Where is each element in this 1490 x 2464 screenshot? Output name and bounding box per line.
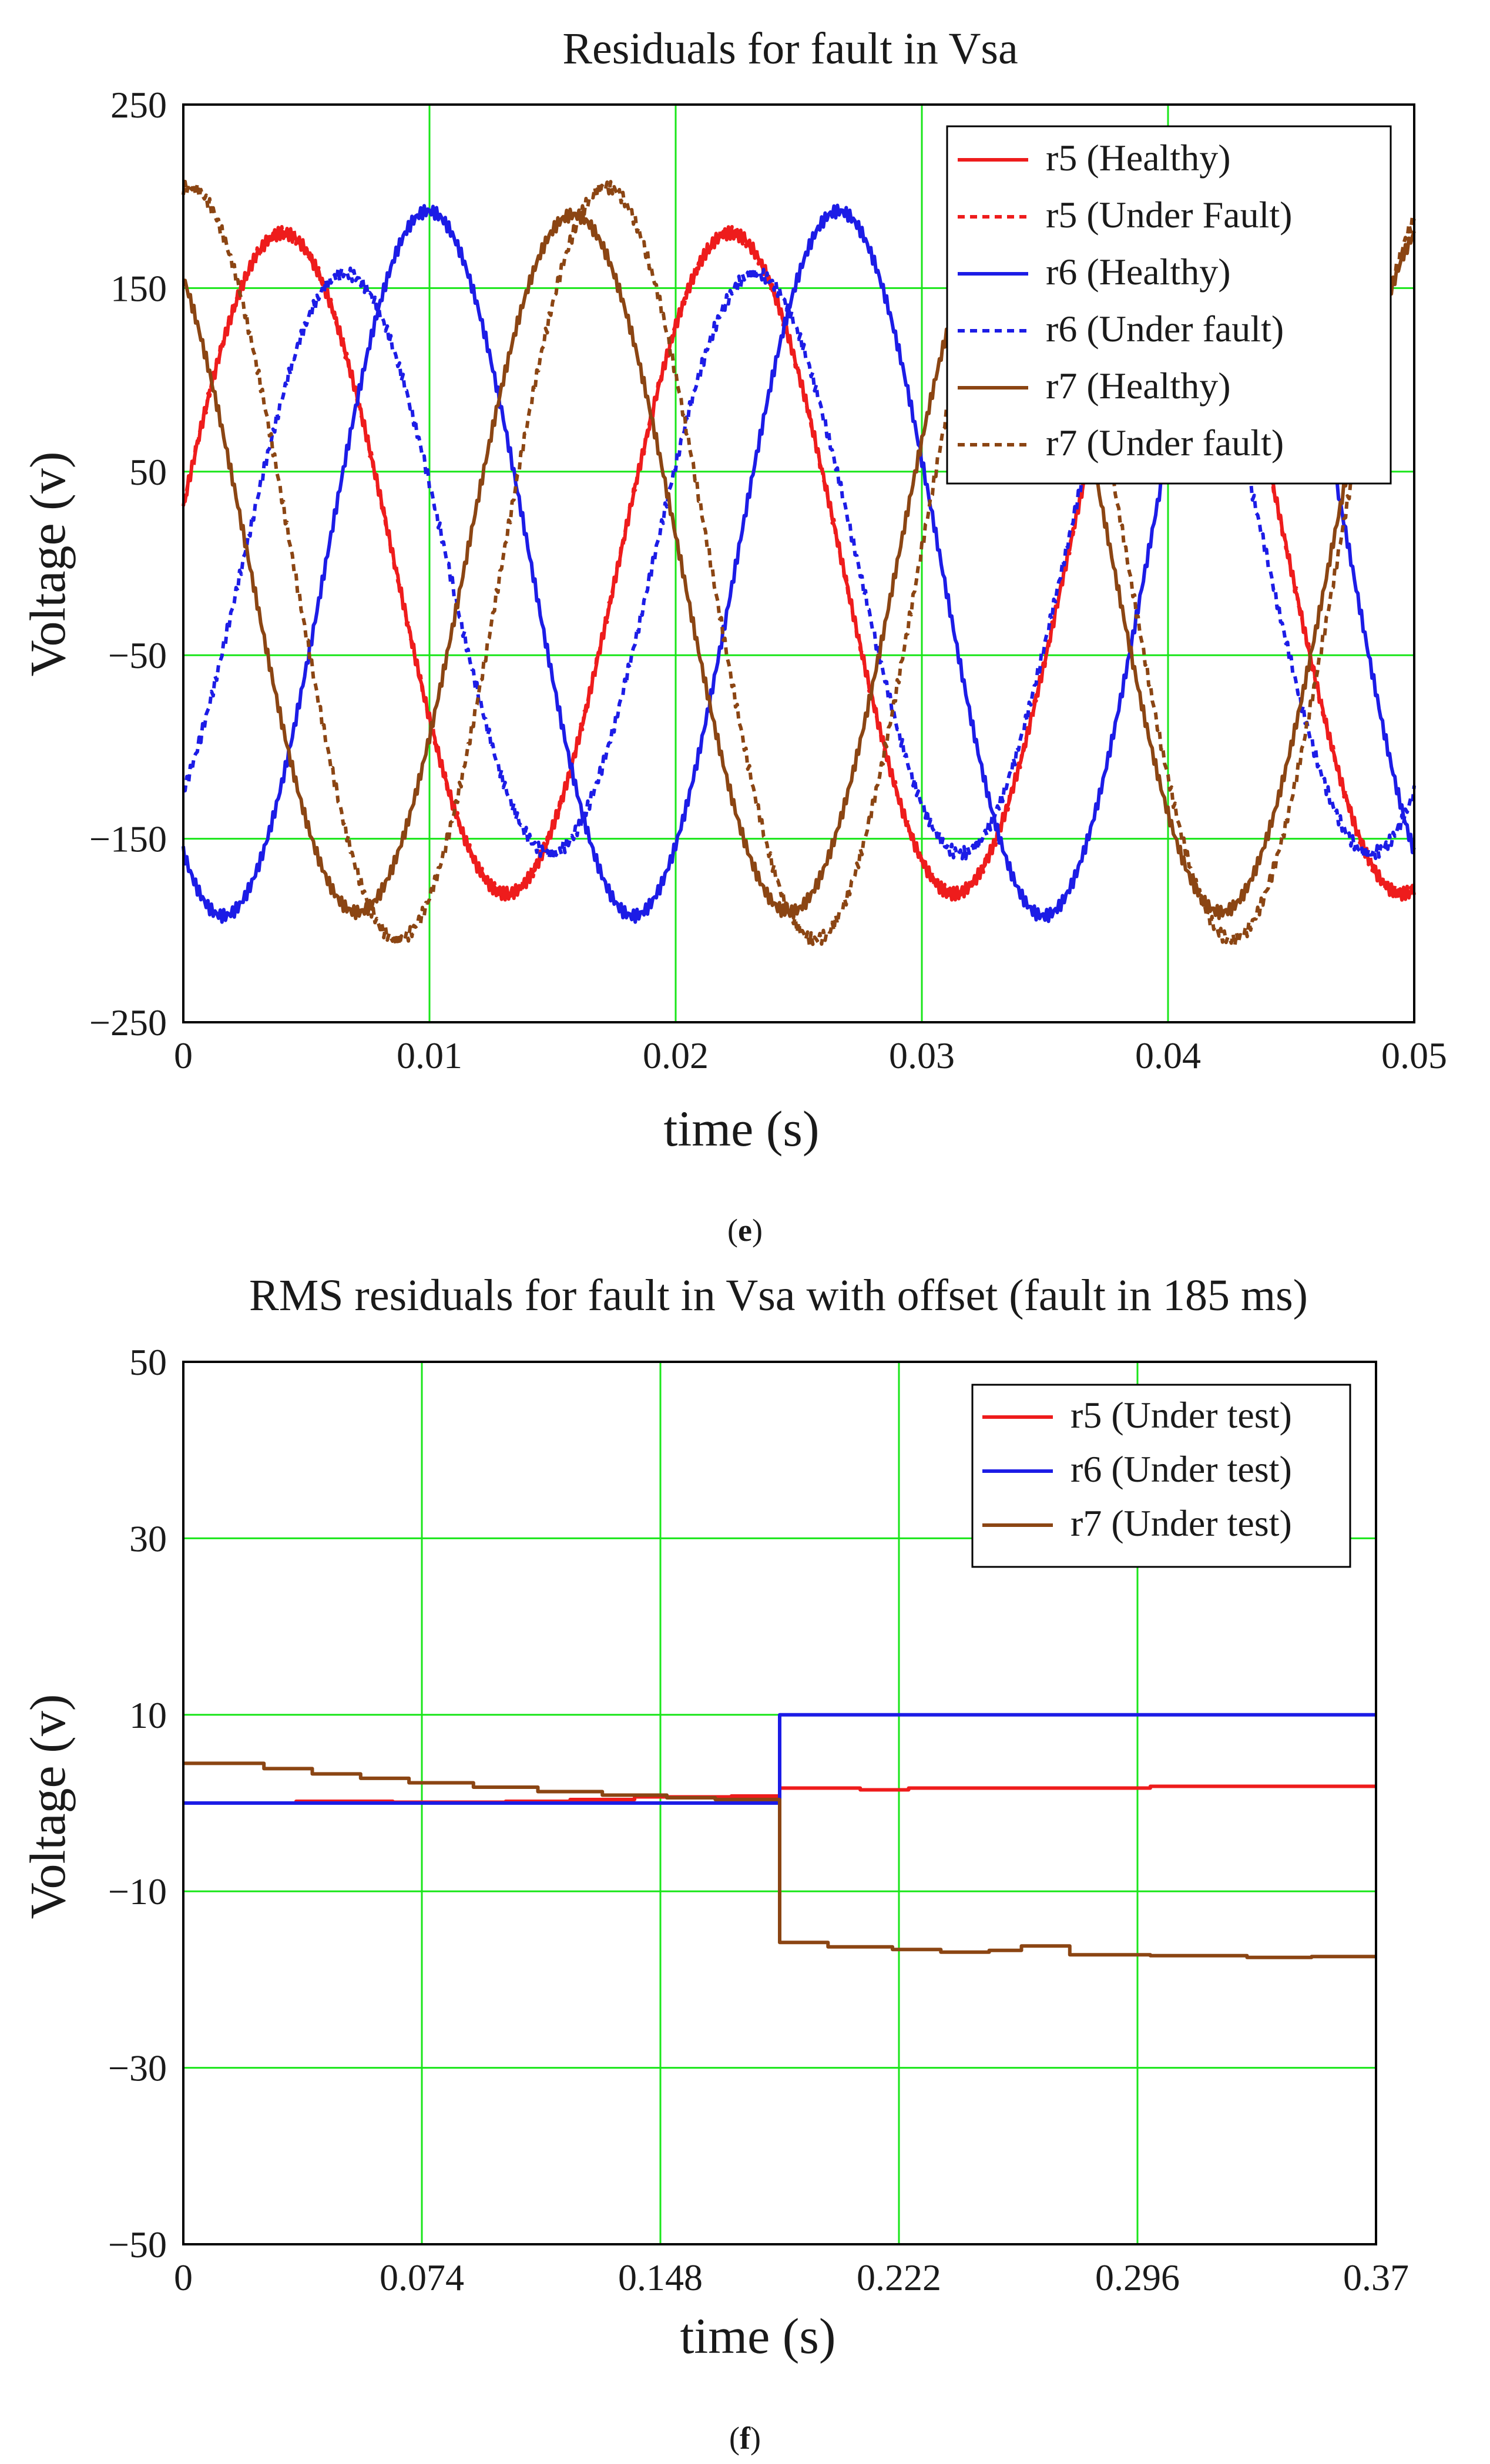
x-tick-label: 0.01 [397,1035,462,1076]
chart-panel-e: Residuals for fault in Vsa 0 0.01 0.02 0.03… [19,24,1447,1248]
tick-labels: 0 0.01 0.02 0.03 0.04 0.05 250 150 50 −50 −150 −250 [89,84,1447,1076]
legend-box [946,125,1392,485]
y-axis-label: Voltage (v) [19,1694,76,1919]
x-tick-label: 0 [174,1035,193,1076]
series-line [183,265,1416,861]
x-tick-label: 0.148 [618,2257,703,2298]
x-tick-label: 0.37 [1343,2257,1409,2298]
y-tick-label: 250 [110,84,167,126]
series-line [182,179,1416,948]
legend-label: r6 (Under fault) [1046,308,1284,350]
figure-caption-e: (e) [727,1213,763,1248]
x-tick-label: 0.222 [857,2257,941,2298]
y-tick-label: −50 [108,635,167,676]
y-tick-label: 50 [129,451,167,493]
y-tick-label: −150 [89,818,167,860]
x-tick-label: 0 [174,2257,193,2298]
x-axis-label: time (s) [663,1100,819,1157]
y-tick-label: −250 [89,1002,167,1043]
legend-box [971,1384,1351,1568]
y-axis-label: Voltage (v) [19,452,76,677]
legend-label: r7 (Under fault) [1046,422,1284,464]
legend-label: r5 (Under test) [1070,1394,1292,1436]
series-line [182,207,1416,921]
legend: r5 (Healthy) r5 (Under Fault) r6 (Healthy)… [946,125,1392,485]
legend-label: r7 (Healthy) [1046,365,1231,407]
chart-panel-f: RMS residuals for fault in Vsa with offs… [19,1271,1409,2456]
x-tick-label: 0.04 [1135,1035,1201,1076]
y-tick-label: −10 [108,1871,167,1912]
y-tick-label: −30 [108,2047,167,2089]
tick-labels: 0 0.074 0.148 0.222 0.296 0.37 50 30 10 −10 −30 −50 [108,1341,1409,2298]
y-tick-label: −50 [108,2224,167,2265]
y-tick-label: 150 [110,267,167,309]
x-axis-label: time (s) [680,2308,835,2364]
x-tick-label: 0.02 [643,1035,709,1076]
y-tick-label: 10 [129,1694,167,1736]
x-tick-label: 0.074 [380,2257,464,2298]
figure-caption-f: (f) [729,2421,761,2456]
legend-label: r6 (Healthy) [1046,251,1231,293]
legend-label: r5 (Under Fault) [1046,194,1292,236]
legend-label: r5 (Healthy) [1046,137,1231,179]
chart-title: Residuals for fault in Vsa [562,24,1018,73]
plot-frame [182,103,1415,1023]
legend-label: r6 (Under test) [1070,1448,1292,1490]
x-tick-label: 0.05 [1381,1035,1447,1076]
chart-title: RMS residuals for fault in Vsa with offs… [249,1271,1308,1320]
y-tick-label: 50 [129,1341,167,1383]
x-tick-label: 0.03 [889,1035,955,1076]
series-group [183,1713,1376,1959]
y-tick-label: 30 [129,1518,167,1559]
legend-label: r7 (Under test) [1070,1502,1292,1544]
plot-frame [182,1361,1377,2245]
series-line [183,1713,1376,1805]
x-tick-label: 0.296 [1095,2257,1180,2298]
series-line [183,1761,1376,1959]
legend: r5 (Under test) r6 (Under test) r7 (Under … [971,1384,1351,1568]
